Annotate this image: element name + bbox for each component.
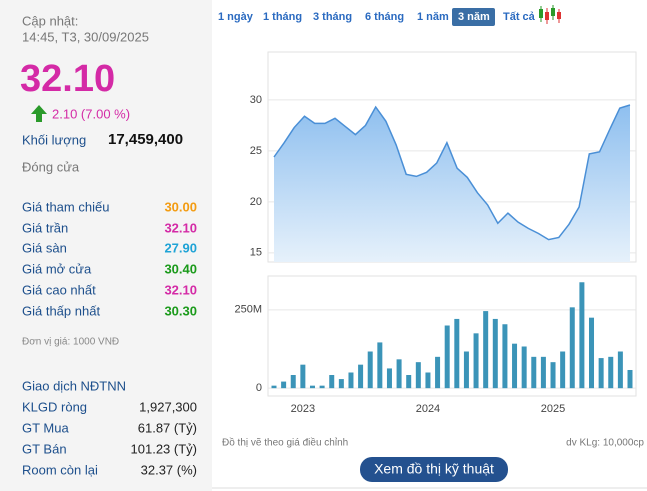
range-tab[interactable]: 1 tháng xyxy=(263,11,302,23)
foreign-row-label: Room còn lại xyxy=(22,462,98,477)
volume-bar xyxy=(319,385,325,389)
volume-bar xyxy=(358,364,364,389)
unit-note: Đơn vị giá: 1000 VNĐ xyxy=(22,337,119,348)
price-row-label: Giá mở cửa xyxy=(22,261,92,276)
price-row-value: 30.30 xyxy=(164,303,197,318)
updated-label: Cập nhật: xyxy=(22,13,78,28)
y-tick-label: 0 xyxy=(256,382,262,394)
candle-icon xyxy=(539,5,561,24)
price-row-label: Giá tham chiếu xyxy=(22,199,109,214)
price-row-label: Giá cao nhất xyxy=(22,282,96,297)
price-change: 2.10 (7.00 %) xyxy=(52,106,130,121)
range-tab[interactable]: 1 ngày xyxy=(218,11,254,23)
range-tab[interactable]: 6 tháng xyxy=(365,11,404,23)
volume-bar xyxy=(540,356,546,389)
x-tick-label: 2024 xyxy=(416,403,440,415)
volume-value: 17,459,400 xyxy=(108,131,183,148)
volume-bar xyxy=(290,375,296,389)
price-row-value: 32.10 xyxy=(164,282,197,297)
up-arrow xyxy=(31,105,47,122)
volume-bar xyxy=(415,362,421,389)
range-tab[interactable]: 3 năm xyxy=(458,11,490,23)
foreign-row-value: 1,927,300 xyxy=(139,399,197,414)
close-label: Đóng cửa xyxy=(22,159,80,174)
volume-bar xyxy=(396,359,402,389)
range-tab[interactable]: 3 tháng xyxy=(313,11,352,23)
technical-chart-button[interactable] xyxy=(360,457,508,482)
foreign-row-label: GT Mua xyxy=(22,420,69,435)
price-row-value: 32.10 xyxy=(164,220,197,235)
price-row-value: 30.40 xyxy=(164,261,197,276)
foreign-row-label: GT Bán xyxy=(22,441,67,456)
price-row-label: Giá sàn xyxy=(22,240,67,255)
volume-bar xyxy=(463,351,469,389)
volume-bar xyxy=(531,356,537,389)
y-tick-label: 250M xyxy=(234,304,262,316)
volume-bar xyxy=(406,375,412,389)
volume-bar xyxy=(367,351,373,389)
price-row-label: Giá trần xyxy=(22,220,68,235)
price-row-value: 27.90 xyxy=(164,240,197,255)
volume-bar xyxy=(512,343,518,389)
range-tab[interactable]: Tất cả xyxy=(503,11,536,23)
foreign-row-value: 101.23 (Tỷ) xyxy=(131,441,197,456)
price-line xyxy=(273,104,631,241)
price-row-label: Giá thấp nhất xyxy=(22,303,100,318)
selected-tab-bg xyxy=(452,8,495,26)
foreign-row-value: 61.87 (Tỷ) xyxy=(138,420,197,435)
volume-bar xyxy=(425,372,431,389)
volume-bar xyxy=(598,358,604,389)
y-tick-label: 30 xyxy=(250,94,262,106)
volume-bar xyxy=(309,385,315,389)
volume-bar xyxy=(560,351,566,389)
volume-bar xyxy=(589,317,595,389)
volume-bar xyxy=(502,324,508,389)
volume-bar xyxy=(492,318,498,389)
volume-unit: dv KLg: 10,000cp xyxy=(566,438,644,449)
volume-bar xyxy=(483,311,489,389)
volume-bar xyxy=(454,318,460,389)
chart-note: Đồ thị vẽ theo giá điều chỉnh xyxy=(222,437,348,449)
volume-bar xyxy=(329,375,335,389)
volume-bar xyxy=(377,342,383,389)
volume-bar xyxy=(608,356,614,389)
y-tick-label: 15 xyxy=(250,247,262,259)
technical-chart-button-label[interactable]: Xem đồ thị kỹ thuật xyxy=(374,461,494,477)
volume-bar xyxy=(338,379,344,389)
range-tab[interactable]: 1 năm xyxy=(417,11,449,23)
x-tick-label: 2023 xyxy=(291,403,315,415)
price: 32.10 xyxy=(20,58,115,100)
price-row-value: 30.00 xyxy=(164,199,197,214)
volume-bar xyxy=(435,356,441,389)
volume-bar xyxy=(348,372,354,389)
volume-bar xyxy=(271,385,277,389)
y-tick-label: 25 xyxy=(250,145,262,157)
left-panel xyxy=(0,0,212,491)
foreign-row-label: KLGD ròng xyxy=(22,399,87,414)
y-tick-label: 20 xyxy=(250,196,262,208)
volume-bar xyxy=(473,333,479,389)
x-tick-label: 2025 xyxy=(541,403,565,415)
updated-time: 14:45, T3, 30/09/2025 xyxy=(22,29,149,44)
volume-label: Khối lượng xyxy=(22,132,86,147)
volume-bar xyxy=(444,325,450,389)
foreign-title: Giao dịch NĐTNN xyxy=(22,378,126,393)
volume-bar xyxy=(521,346,527,389)
volume-bar xyxy=(617,351,623,389)
foreign-row-value: 32.37 (%) xyxy=(141,462,197,477)
volume-bar xyxy=(579,282,585,389)
volume-bar xyxy=(627,369,633,389)
price-area xyxy=(274,105,630,262)
volume-bar xyxy=(281,381,287,389)
volume-bar xyxy=(386,368,392,389)
volume-bar xyxy=(300,364,306,389)
volume-bar xyxy=(569,307,575,389)
plot-frame xyxy=(267,275,637,397)
volume-bar xyxy=(550,362,556,389)
